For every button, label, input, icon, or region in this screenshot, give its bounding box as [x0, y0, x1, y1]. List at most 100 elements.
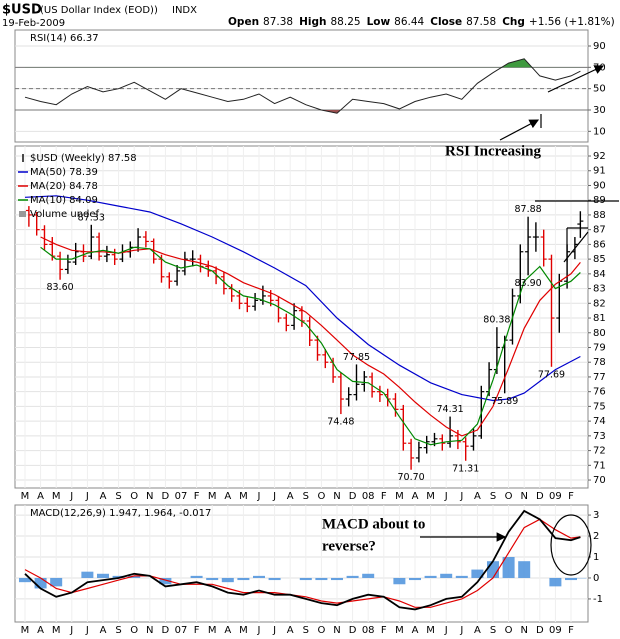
x-tick-label: A: [37, 491, 44, 502]
y-tick-label: 84: [593, 269, 606, 280]
x-tick-label: F: [381, 625, 387, 636]
x-tick-label: D: [349, 491, 357, 502]
histogram-bar: [440, 573, 453, 578]
moving-average: [24, 195, 581, 402]
price-label: 83.60: [46, 282, 73, 293]
histogram-bar: [315, 577, 328, 581]
annotation: MACD about to: [322, 516, 425, 532]
x-tick-label: J: [257, 491, 261, 502]
y-tick-label: 91: [593, 166, 606, 177]
x-tick-label: M: [239, 491, 248, 502]
rsi-line: [24, 58, 581, 114]
x-tick-label: O: [130, 625, 138, 636]
quote-label: Close: [430, 16, 462, 28]
x-tick-label: A: [474, 625, 481, 636]
x-tick-label: A: [224, 491, 231, 502]
x-tick-label: M: [21, 491, 30, 502]
moving-average: [40, 236, 581, 437]
price-label: 77.69: [538, 369, 565, 380]
legend-entry: MA(10) 84.09: [30, 195, 98, 206]
legend-entry: Volume undef: [30, 209, 100, 220]
x-tick-label: M: [395, 491, 404, 502]
x-tick-label: F: [568, 625, 574, 636]
x-tick-label: F: [194, 491, 200, 502]
x-tick-label: M: [208, 625, 217, 636]
legend-entry: MA(50) 78.39: [30, 167, 98, 178]
x-tick-label: J: [459, 625, 463, 636]
price-label: 77.85: [343, 352, 370, 363]
date: 19-Feb-2009: [2, 18, 65, 29]
x-tick-label: O: [317, 491, 325, 502]
price-label: 71.31: [452, 463, 479, 474]
x-tick-label: D: [162, 491, 170, 502]
y-tick-label: 30: [593, 105, 606, 116]
quote-value: +1.56 (+1.81%): [529, 16, 615, 28]
y-tick-label: 87: [593, 225, 606, 236]
histogram-bar: [237, 577, 250, 581]
y-tick-label: 78: [593, 357, 606, 368]
x-tick-label: 09: [549, 491, 562, 502]
x-tick-label: M: [52, 491, 61, 502]
y-tick-label: 92: [593, 151, 606, 162]
x-tick-label: M: [239, 625, 248, 636]
panel-frame: [14, 29, 589, 143]
y-tick-label: 79: [593, 342, 606, 353]
x-tick-label: 07: [175, 491, 188, 502]
x-tick-label: J: [272, 625, 276, 636]
x-tick-label: N: [333, 491, 340, 502]
histogram-bar: [486, 561, 499, 578]
y-tick-label: 76: [593, 387, 606, 398]
x-tick-label: 07: [175, 625, 188, 636]
price-label: 80.38: [483, 315, 510, 326]
histogram-bar: [564, 577, 577, 581]
moving-average: [40, 246, 581, 446]
x-tick-label: M: [395, 625, 404, 636]
quote-value: 87.38: [263, 16, 293, 28]
y-tick-label: 90: [593, 41, 606, 52]
quote-value: 86.44: [394, 16, 424, 28]
x-tick-label: A: [37, 625, 44, 636]
hand-line: [563, 231, 589, 263]
histogram-bar: [50, 577, 63, 587]
x-tick-label: F: [381, 491, 387, 502]
annotation: reverse?: [322, 538, 376, 554]
y-tick-label: 74: [593, 416, 606, 427]
histogram-bar: [206, 577, 219, 581]
y-tick-label: 80: [593, 328, 606, 339]
signal-line: [24, 518, 581, 608]
price-label: 74.48: [327, 417, 354, 428]
x-tick-label: N: [146, 491, 153, 502]
x-tick-label: O: [505, 491, 513, 502]
price-label: 70.70: [397, 472, 424, 483]
x-tick-label: N: [333, 625, 340, 636]
x-tick-label: A: [287, 625, 294, 636]
histogram-bar: [549, 577, 562, 587]
x-tick-label: N: [520, 625, 527, 636]
x-tick-label: F: [194, 625, 200, 636]
y-tick-label: 1: [593, 552, 599, 563]
hand-arrow: [547, 65, 605, 93]
y-tick-label: 2: [593, 531, 599, 542]
x-tick-label: A: [224, 625, 231, 636]
quote-value: 87.58: [466, 16, 496, 28]
x-tick-label: 08: [362, 491, 375, 502]
quote-label: Low: [367, 16, 391, 28]
x-tick-label: J: [85, 491, 89, 502]
histogram-bar: [362, 573, 375, 578]
x-tick-label: D: [349, 625, 357, 636]
x-tick-label: 08: [362, 625, 375, 636]
x-tick-label: J: [85, 625, 89, 636]
x-tick-label: 09: [549, 625, 562, 636]
x-tick-label: O: [505, 625, 513, 636]
y-tick-label: 90: [593, 180, 606, 191]
histogram-bar: [190, 575, 203, 578]
symbol: $USD: [2, 3, 42, 18]
histogram-bar: [393, 577, 406, 585]
hand-circle: [550, 514, 592, 576]
histogram-bar: [112, 575, 125, 578]
price-label: 87.33: [78, 212, 105, 223]
x-tick-label: S: [490, 491, 496, 502]
histogram-bar: [424, 575, 437, 578]
